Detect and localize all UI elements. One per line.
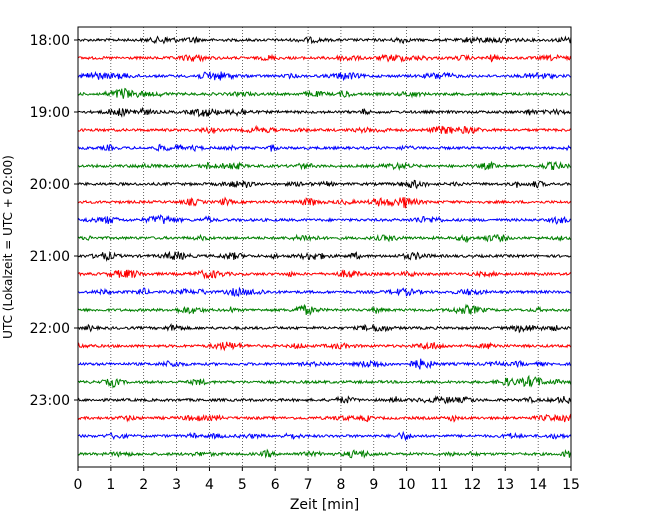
x-tick-label: 8 <box>336 477 345 493</box>
trace-2215 <box>77 341 572 352</box>
trace-2315 <box>77 413 572 423</box>
y-tick-label: 22:00 <box>30 321 70 337</box>
x-tick-label: 14 <box>529 477 547 493</box>
trace-2130 <box>77 286 572 298</box>
y-tick-label: 23:00 <box>30 393 70 409</box>
trace-2345 <box>77 448 572 459</box>
trace-1945 <box>77 160 572 171</box>
x-axis: 0 1 2 3 4 5 6 7 8 9 10 11 12 13 14 15 <box>74 467 580 493</box>
trace-2000 <box>77 179 572 190</box>
trace-1900 <box>77 106 572 118</box>
x-tick-label: 3 <box>172 477 181 493</box>
y-axis: 18:00 19:00 20:00 21:00 22:00 23:00 <box>30 33 78 409</box>
trace-2015 <box>77 196 572 209</box>
x-tick-label: 7 <box>304 477 313 493</box>
trace-2045 <box>77 233 572 244</box>
x-tick-label: 10 <box>398 477 416 493</box>
plot-frame <box>77 26 572 468</box>
y-tick-label: 19:00 <box>30 105 70 121</box>
trace-1815 <box>77 53 572 63</box>
trace-2330 <box>77 430 572 442</box>
x-tick-label: 9 <box>369 477 378 493</box>
x-tick-label: 4 <box>205 477 214 493</box>
x-tick-label: 2 <box>139 477 148 493</box>
trace-1800 <box>77 35 572 45</box>
trace-1845 <box>77 87 572 99</box>
y-axis-label: UTC (Lokalzeit = UTC + 02:00) <box>1 155 15 339</box>
x-tick-label: 15 <box>562 477 580 493</box>
seismic-traces <box>77 35 572 459</box>
trace-1830 <box>77 70 572 82</box>
y-tick-label: 18:00 <box>30 33 70 49</box>
trace-2230 <box>77 358 572 370</box>
trace-2030 <box>77 214 572 225</box>
trace-2200 <box>77 323 572 334</box>
x-tick-label: 13 <box>496 477 514 493</box>
y-tick-label: 20:00 <box>30 177 70 193</box>
x-axis-label: Zeit [min] <box>290 497 359 513</box>
x-tick-label: 11 <box>431 477 449 493</box>
x-tick-label: 0 <box>74 477 83 493</box>
grid-lines <box>110 27 539 467</box>
trace-2245 <box>77 374 572 389</box>
trace-2100 <box>77 250 572 263</box>
trace-2300 <box>77 395 572 405</box>
x-tick-label: 1 <box>106 477 115 493</box>
x-tick-label: 12 <box>463 477 481 493</box>
y-tick-label: 21:00 <box>30 249 70 265</box>
trace-2115 <box>77 269 572 280</box>
x-tick-label: 6 <box>271 477 280 493</box>
x-tick-label: 5 <box>238 477 247 493</box>
trace-1915 <box>77 124 572 135</box>
trace-2145 <box>77 303 572 316</box>
trace-1930 <box>77 143 572 153</box>
